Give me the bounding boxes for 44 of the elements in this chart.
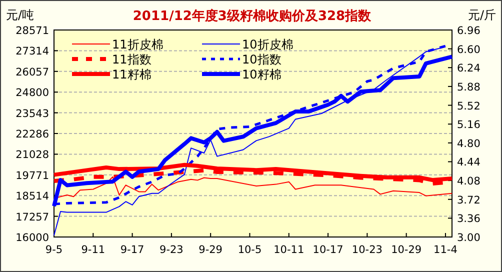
x-tick-label: 10-17 [312, 244, 344, 256]
x-tick-label: 10-11 [274, 244, 304, 256]
y2-tick-label: 5.88 [457, 81, 480, 94]
x-tick-label: 10-29 [391, 244, 422, 256]
y2-tick-label: 4.44 [457, 156, 481, 169]
y-tick-label: 23543 [16, 108, 49, 120]
legend-label: 11折皮棉 [112, 38, 164, 52]
line-series [52, 162, 454, 182]
y2-tick-label: 6.24 [457, 62, 481, 75]
y2-axis-title: 元/斤 [468, 8, 496, 22]
y2-tick-label: 3.72 [457, 194, 480, 206]
y-tick-label: 27314 [16, 46, 50, 58]
x-tick-label: 9-5 [45, 244, 63, 256]
y2-tick-label: 4.80 [457, 138, 480, 150]
chart-title: 2011/12年度3级籽棉收购价及328指数 [132, 8, 372, 24]
x-tick-label: 10-23 [352, 244, 382, 256]
y2-tick-label: 3.36 [457, 213, 481, 226]
y-tick-label: 26057 [16, 66, 49, 78]
y2-tick-label: 4.08 [457, 176, 480, 188]
y-tick-label: 22286 [16, 128, 50, 140]
y2-tick-label: 6.96 [457, 25, 481, 37]
x-tick-label: 9-29 [198, 244, 223, 256]
y-tick-label: 24800 [16, 87, 49, 100]
legend-label: 11籽棉 [112, 68, 152, 82]
y-tick-label: 21028 [16, 149, 49, 162]
legend-label: 10折皮棉 [242, 38, 294, 52]
y-tick-label: 28571 [16, 25, 49, 37]
y-tick-label: 17257 [16, 211, 49, 224]
y-tick-label: 18514 [16, 190, 50, 203]
y2-tick-label: 5.16 [457, 119, 481, 132]
x-tick-label: 9-17 [120, 244, 144, 256]
y2-tick-label: 6.60 [457, 44, 480, 56]
x-tick-label: 9-23 [160, 244, 184, 256]
x-tick-label: 9-11 [81, 244, 106, 256]
y2-tick-label: 3.00 [457, 232, 480, 244]
x-tick-label: 10-5 [238, 244, 262, 256]
y-tick-label: 19771 [16, 170, 49, 182]
legend-label: 10指数 [242, 52, 282, 66]
legend-label: 11指数 [112, 52, 152, 66]
y-tick-label: 16000 [16, 232, 49, 244]
legend-label: 10籽棉 [242, 68, 282, 82]
y2-tick-label: 5.52 [457, 100, 480, 112]
x-tick-label: 11-4 [434, 244, 458, 256]
y-axis-title: 元/吨 [6, 8, 34, 22]
